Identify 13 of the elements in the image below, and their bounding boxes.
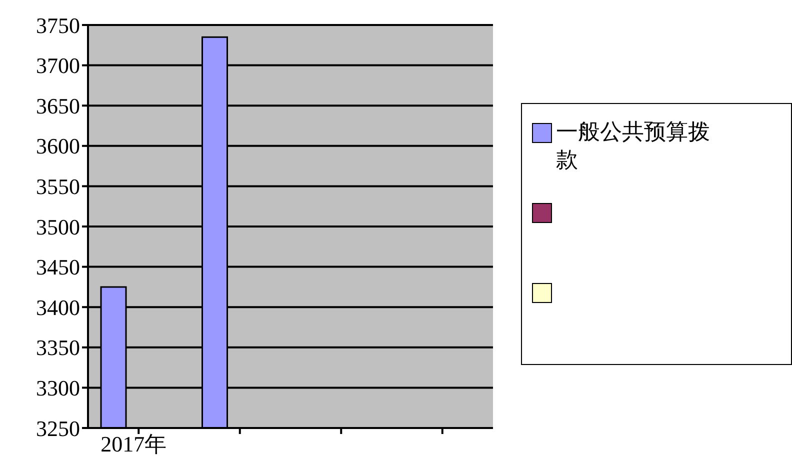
legend-label: 一般公共预算拨款: [556, 118, 711, 174]
y-tick-label: 3600: [36, 134, 80, 159]
y-tick-label: 3300: [36, 376, 80, 401]
y-tick-label: 3250: [36, 416, 80, 441]
y-tick-label: 3500: [36, 214, 80, 240]
y-tick-label: 3750: [36, 12, 80, 38]
y-tick-label: 3700: [36, 53, 80, 78]
y-tick-label: 3400: [36, 294, 80, 320]
y-tick-label: 3550: [36, 174, 80, 200]
y-tick-label: 3450: [36, 254, 80, 280]
x-tick-label: 2017年: [100, 432, 167, 457]
y-tick-label: 3650: [36, 93, 80, 118]
y-tick-label: 3350: [36, 335, 80, 360]
